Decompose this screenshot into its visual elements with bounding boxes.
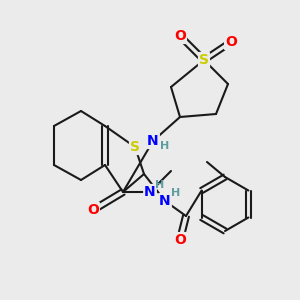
Text: N: N — [159, 194, 171, 208]
Text: S: S — [199, 53, 209, 67]
Text: H: H — [171, 188, 180, 198]
Text: H: H — [155, 179, 164, 190]
Text: N: N — [147, 134, 159, 148]
Text: O: O — [174, 29, 186, 43]
Text: H: H — [160, 141, 169, 152]
Text: O: O — [174, 233, 186, 247]
Text: O: O — [225, 35, 237, 49]
Text: N: N — [144, 185, 156, 199]
Text: O: O — [87, 203, 99, 217]
Text: S: S — [130, 140, 140, 154]
